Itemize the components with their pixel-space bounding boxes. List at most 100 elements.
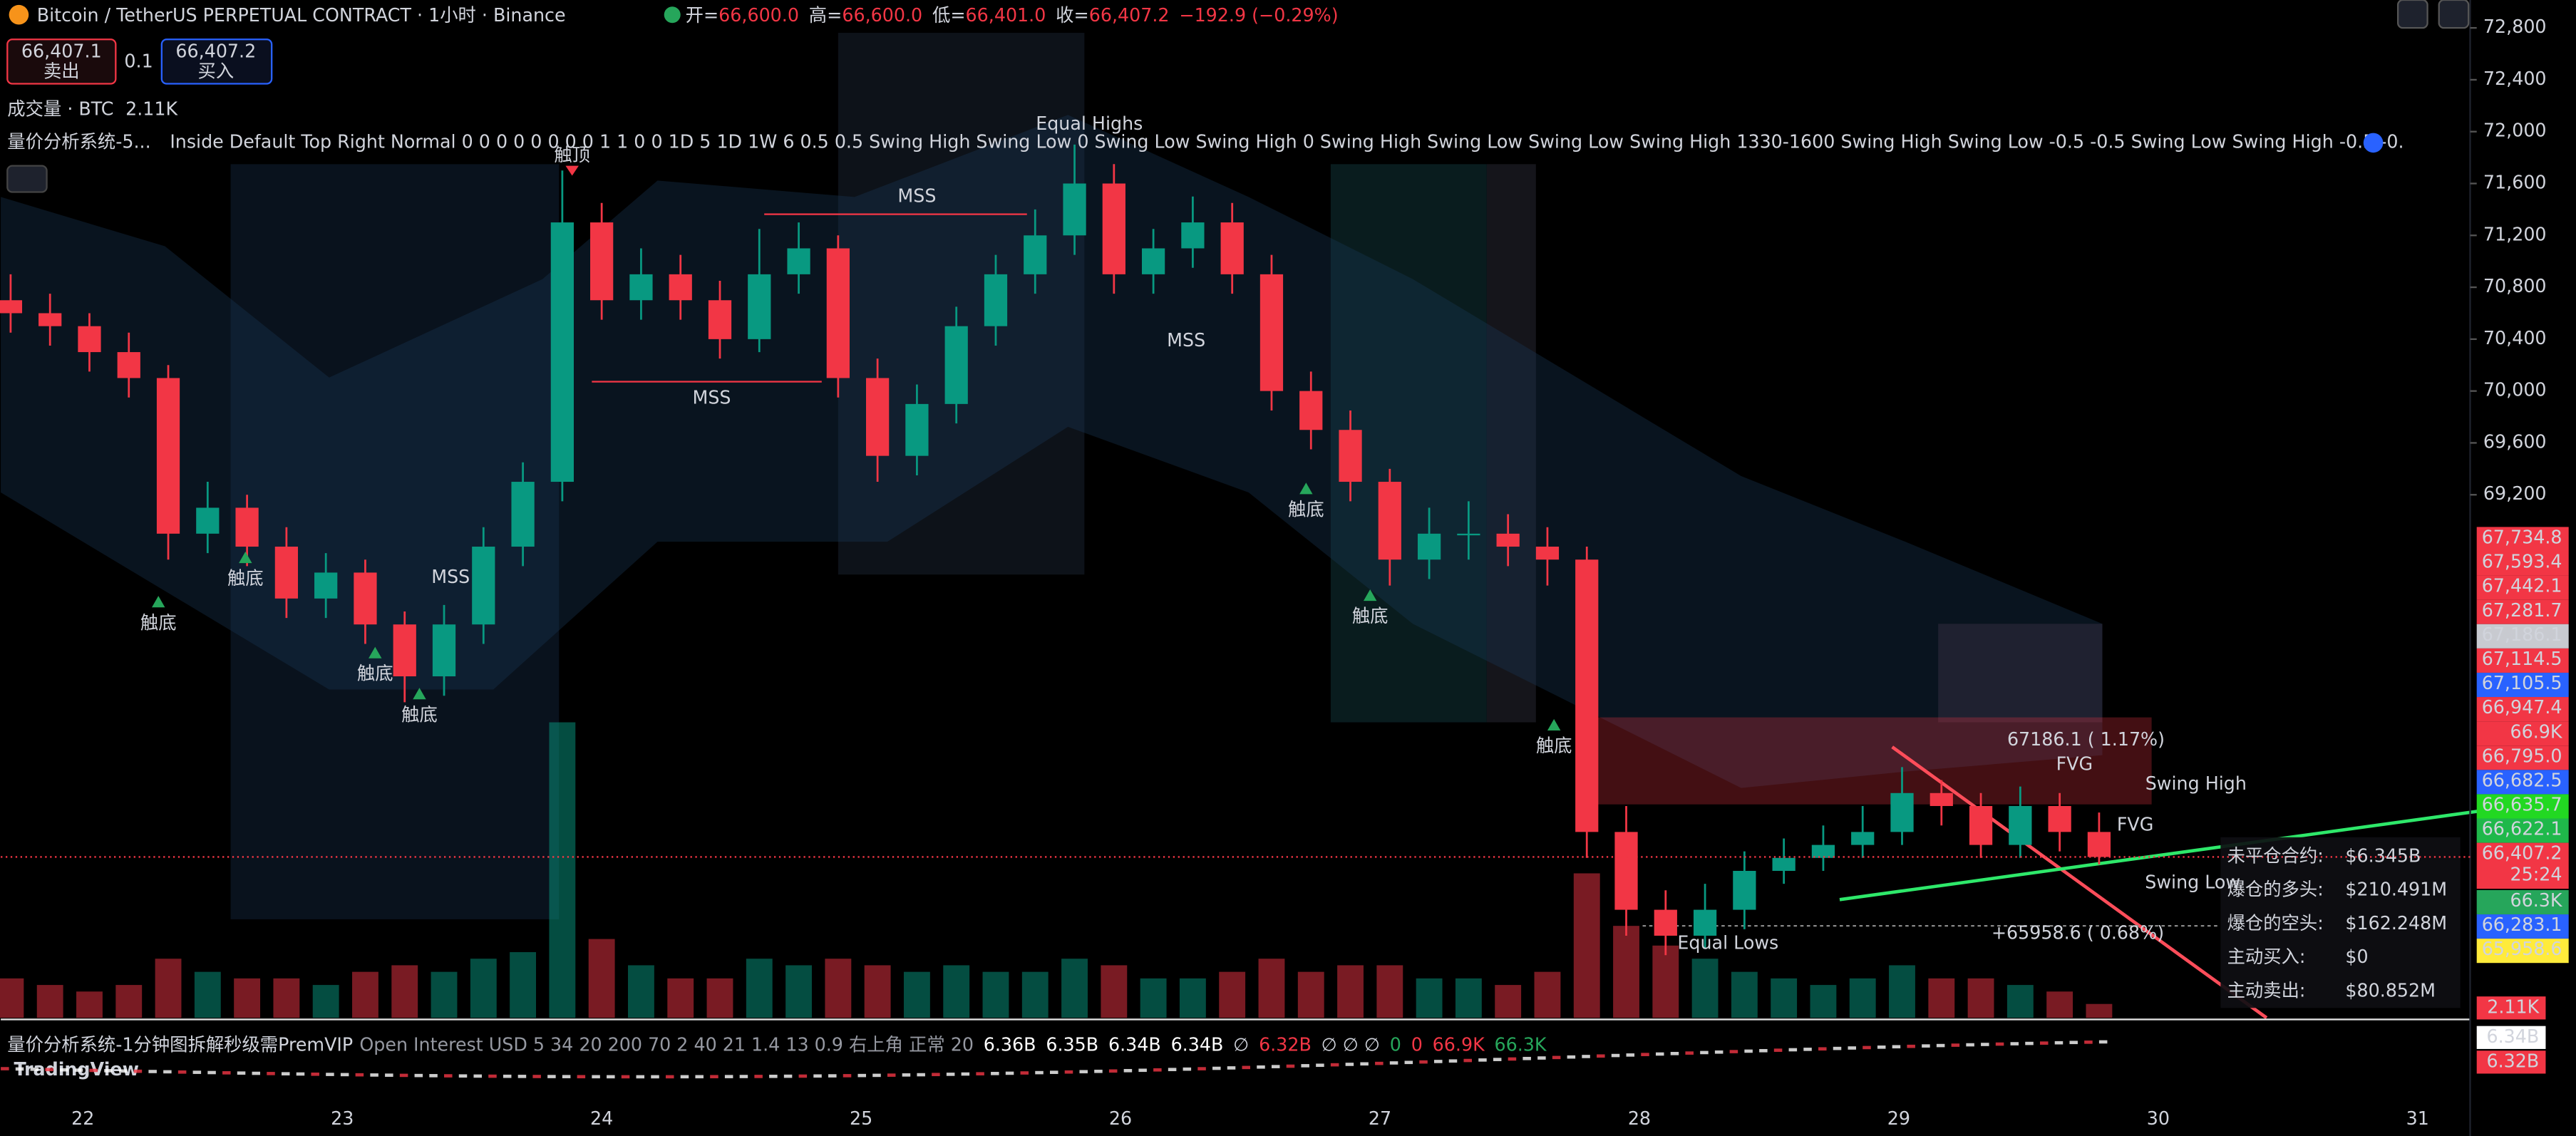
oi-dash	[1138, 1068, 1147, 1073]
oi-dash	[148, 1070, 157, 1073]
sell-label: 卖出	[43, 60, 80, 81]
ohlc-value: 66,600.0	[842, 4, 922, 26]
price-label-box	[2476, 770, 2569, 795]
volume-bar	[1771, 978, 1798, 1018]
oi-dash	[1360, 1062, 1369, 1066]
oi-dash	[118, 1069, 128, 1073]
volume-bar	[1849, 978, 1876, 1018]
annotation: 触顶	[554, 144, 590, 165]
volume-bar	[1179, 978, 1206, 1018]
symbol-title: Bitcoin / TetherUS PERPETUAL CONTRACT · …	[37, 4, 566, 26]
ohlc-label: 低=	[932, 4, 966, 26]
indicator-icon[interactable]	[2363, 133, 2384, 153]
bottom-marker	[413, 688, 426, 700]
bottom-marker	[369, 646, 382, 659]
oi-dash	[326, 1073, 334, 1076]
oi-dash	[1773, 1048, 1783, 1052]
oi-dash	[680, 1075, 689, 1079]
oi-dash	[1316, 1063, 1324, 1068]
collapse-button[interactable]	[6, 165, 48, 193]
candle-body	[78, 326, 101, 353]
oi-dash	[562, 1075, 571, 1078]
oi-dash	[1670, 1051, 1679, 1055]
ohlc-value: 66,600.0	[718, 4, 799, 26]
oi-dash	[1212, 1066, 1221, 1070]
indicator-value: 6.32B	[1259, 1033, 1312, 1055]
x-tick-label: 24	[590, 1107, 613, 1129]
oi-dash	[932, 1073, 940, 1077]
oi-dash	[1389, 1061, 1398, 1065]
oi-dash	[60, 1068, 68, 1072]
oi-dash	[1301, 1064, 1309, 1068]
candle-body	[1457, 533, 1480, 536]
oi-dash	[267, 1072, 275, 1075]
oi-dash	[1123, 1068, 1133, 1073]
oi-dash	[133, 1069, 143, 1073]
refresh-button[interactable]	[2438, 0, 2470, 29]
buy-button[interactable]	[160, 38, 273, 85]
volume-bar	[825, 959, 852, 1018]
candle-body	[472, 547, 495, 625]
candle-body	[274, 547, 299, 599]
ohlc-value: 66,401.0	[966, 4, 1046, 26]
y-tick-label: 70,000	[2483, 379, 2547, 401]
oi-dash	[783, 1074, 793, 1078]
y-tick-label: 72,800	[2483, 16, 2547, 37]
oi-dash	[104, 1069, 113, 1073]
oi-dash	[1981, 1043, 1989, 1046]
y-tick-label: 70,800	[2483, 275, 2547, 296]
candle-body	[1220, 222, 1244, 274]
oi-dash	[1892, 1045, 1901, 1049]
y-tick-label: 71,600	[2483, 171, 2547, 192]
sell-button[interactable]	[6, 38, 117, 85]
oi-dash	[340, 1073, 349, 1077]
candle-body	[1890, 792, 1914, 832]
indicator-value: ∅ ∅ ∅	[1322, 1033, 1380, 1055]
oi-dash	[636, 1075, 645, 1079]
volume-bar	[1613, 926, 1639, 1018]
volume-bar	[706, 978, 733, 1018]
candle-body	[1693, 909, 1717, 936]
price-label: 66.3K	[2510, 889, 2562, 911]
scale-label-box	[2476, 996, 2546, 1020]
oi-dash	[651, 1075, 659, 1079]
price-label: 67,593.4	[2482, 551, 2562, 572]
scale-label-box	[2476, 1050, 2546, 1074]
ohlc-label: 开=	[686, 4, 719, 26]
x-tick-label: 29	[1887, 1107, 1910, 1129]
oi-dash	[222, 1071, 231, 1075]
oi-dash	[192, 1070, 202, 1074]
info-label: 主动卖出:	[2227, 979, 2306, 1001]
oi-dash	[1197, 1067, 1206, 1070]
oi-dash	[1597, 1054, 1605, 1058]
candle-body	[1063, 183, 1086, 236]
volume-bar	[982, 971, 1009, 1018]
indicator-value: 6.34B	[1108, 1033, 1161, 1055]
price-label: 67,105.5	[2482, 672, 2562, 693]
shade	[1486, 164, 1536, 723]
candle-body	[1930, 792, 1953, 806]
oi-dash	[1714, 1050, 1724, 1054]
oi-dash	[399, 1073, 408, 1078]
bottom-marker	[1299, 482, 1313, 495]
bottom-indicator: 量价分析系统-1分钟图拆解秒级需PremVIP Open Interest USD…	[7, 1033, 1547, 1055]
info-value: $6.345B	[2345, 845, 2421, 866]
candle-body	[944, 326, 968, 404]
oi-dash	[872, 1073, 881, 1078]
price-label: 66,283.1	[2482, 914, 2562, 935]
volume-bar	[1140, 978, 1167, 1018]
oi-dash	[828, 1074, 837, 1078]
volume-bar	[352, 971, 378, 1018]
volume-bar	[2046, 991, 2073, 1018]
annotation: MSS	[692, 387, 731, 408]
candle-body	[1496, 533, 1520, 547]
download-button[interactable]	[2396, 0, 2428, 29]
volume-bar	[943, 965, 970, 1018]
price-label-box	[2476, 527, 2569, 552]
candle-body	[314, 572, 338, 599]
candle-body	[1378, 482, 1401, 560]
oi-dash	[1655, 1052, 1664, 1056]
oi-dash	[1833, 1046, 1842, 1050]
oi-dash	[1404, 1060, 1413, 1065]
oi-dash	[30, 1068, 39, 1071]
